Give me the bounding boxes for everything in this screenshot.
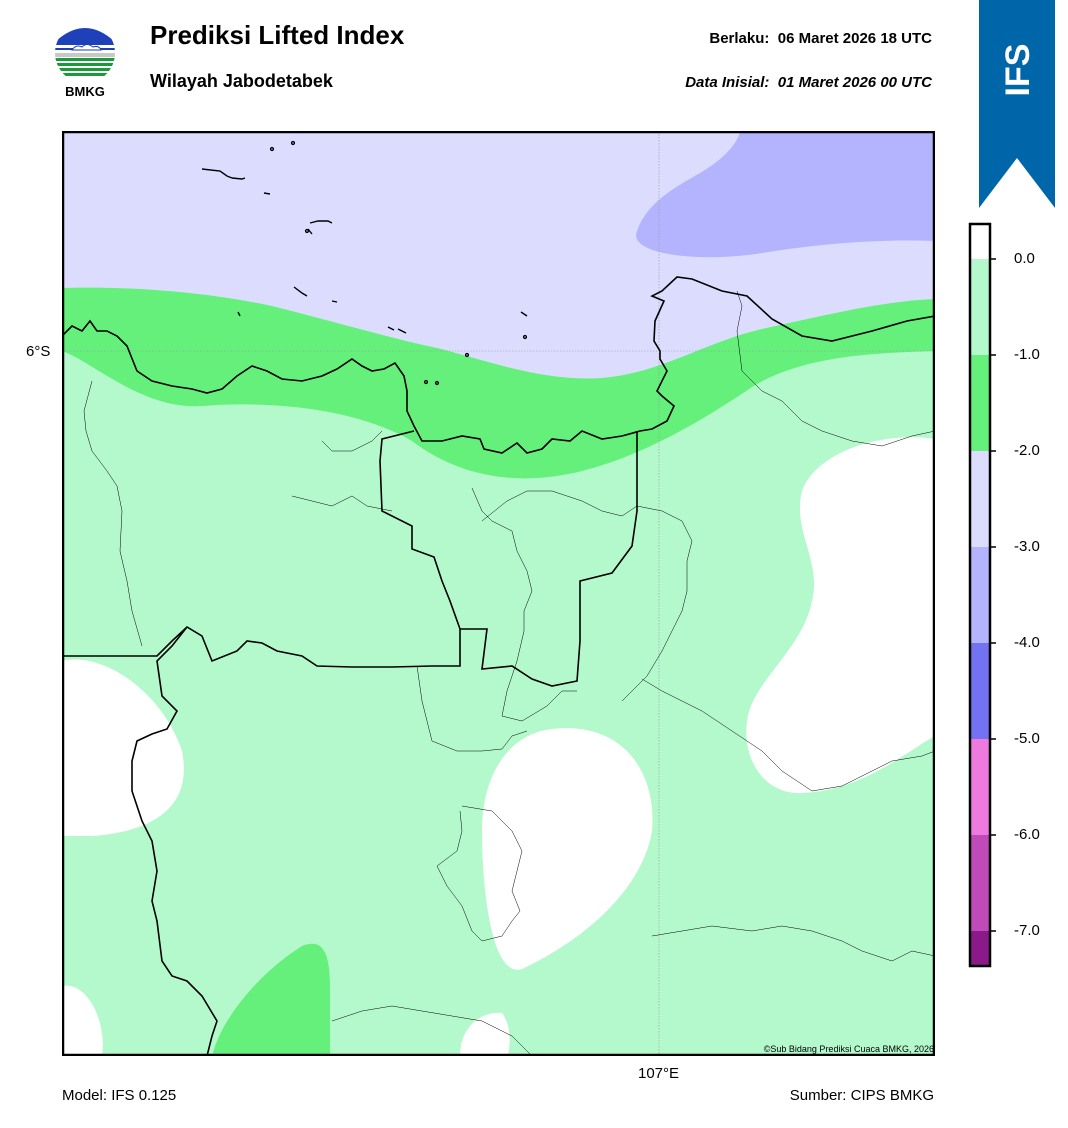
init-value: 01 Maret 2026 00 UTC [777, 74, 932, 91]
longitude-label: 107°E [638, 1065, 680, 1082]
ifs-ribbon-text: IFS [999, 44, 1037, 97]
colorbar-label-0: 0.0 [1014, 250, 1035, 267]
colorbar-minus4-to-minus5 [971, 643, 989, 739]
colorbar-above-0 [971, 225, 989, 259]
init-label: Data Inisial: [685, 74, 770, 91]
contour-minus3-to-minus4 [636, 131, 935, 258]
map-frame [62, 131, 935, 1056]
source-label: Sumber: CIPS BMKG [789, 1087, 934, 1104]
contour-above-0-southwest [62, 985, 103, 1056]
colorbar-label-minus3: -3.0 [1014, 538, 1040, 555]
thousand-islands [201, 140, 528, 386]
regency-boundaries [83, 290, 935, 1056]
colorbar-minus3-to-minus4 [971, 547, 989, 643]
contour-minus1-to-minus2-south [212, 943, 330, 1056]
map-title: Prediksi Lifted Index [150, 20, 405, 50]
colorbar-minus5-to-minus6 [971, 739, 989, 835]
logo-text: BMKG [65, 84, 105, 99]
colorbar-label-minus2: -2.0 [1014, 442, 1040, 459]
ifs-ribbon: IFS [979, 0, 1055, 208]
valid-time: Berlaku: 06 Maret 2026 18 UTC [709, 30, 932, 47]
model-label: Model: IFS 0.125 [62, 1087, 177, 1104]
bmkg-logo [55, 23, 115, 83]
valid-label: Berlaku: [709, 30, 770, 47]
contour-above-0-south [460, 1012, 510, 1056]
colorbar [968, 222, 996, 968]
province-boundary [62, 430, 638, 1056]
colorbar-frame [968, 222, 992, 968]
colorbar-label-minus1: -1.0 [1014, 346, 1040, 363]
lifted-index-map [62, 131, 935, 1056]
colorbar-0-to-minus1 [971, 259, 989, 355]
colorbar-below-minus7 [971, 931, 989, 965]
map-subtitle: Wilayah Jabodetabek [150, 71, 333, 91]
colorbar-label-minus6: -6.0 [1014, 826, 1040, 843]
contour-above-0-east [746, 437, 935, 794]
contour-minus1-to-minus2 [62, 287, 935, 479]
contour-above-0-center [482, 728, 653, 970]
latitude-label: 6°S [26, 343, 51, 360]
colorbar-label-minus5: -5.0 [1014, 730, 1040, 747]
colorbar-minus6-to-minus7 [971, 835, 989, 931]
init-time: Data Inisial: 01 Maret 2026 00 UTC [685, 74, 932, 91]
map-credit: ©Sub Bidang Prediksi Cuaca BMKG, 2026 [763, 1044, 934, 1054]
colorbar-minus1-to-minus2 [971, 355, 989, 451]
coastline [62, 276, 935, 454]
valid-value: 06 Maret 2026 18 UTC [777, 30, 932, 47]
colorbar-label-minus7: -7.0 [1014, 922, 1040, 939]
colorbar-minus2-to-minus3 [971, 451, 989, 547]
colorbar-label-minus4: -4.0 [1014, 634, 1040, 651]
contour-above-0-west [62, 659, 184, 836]
